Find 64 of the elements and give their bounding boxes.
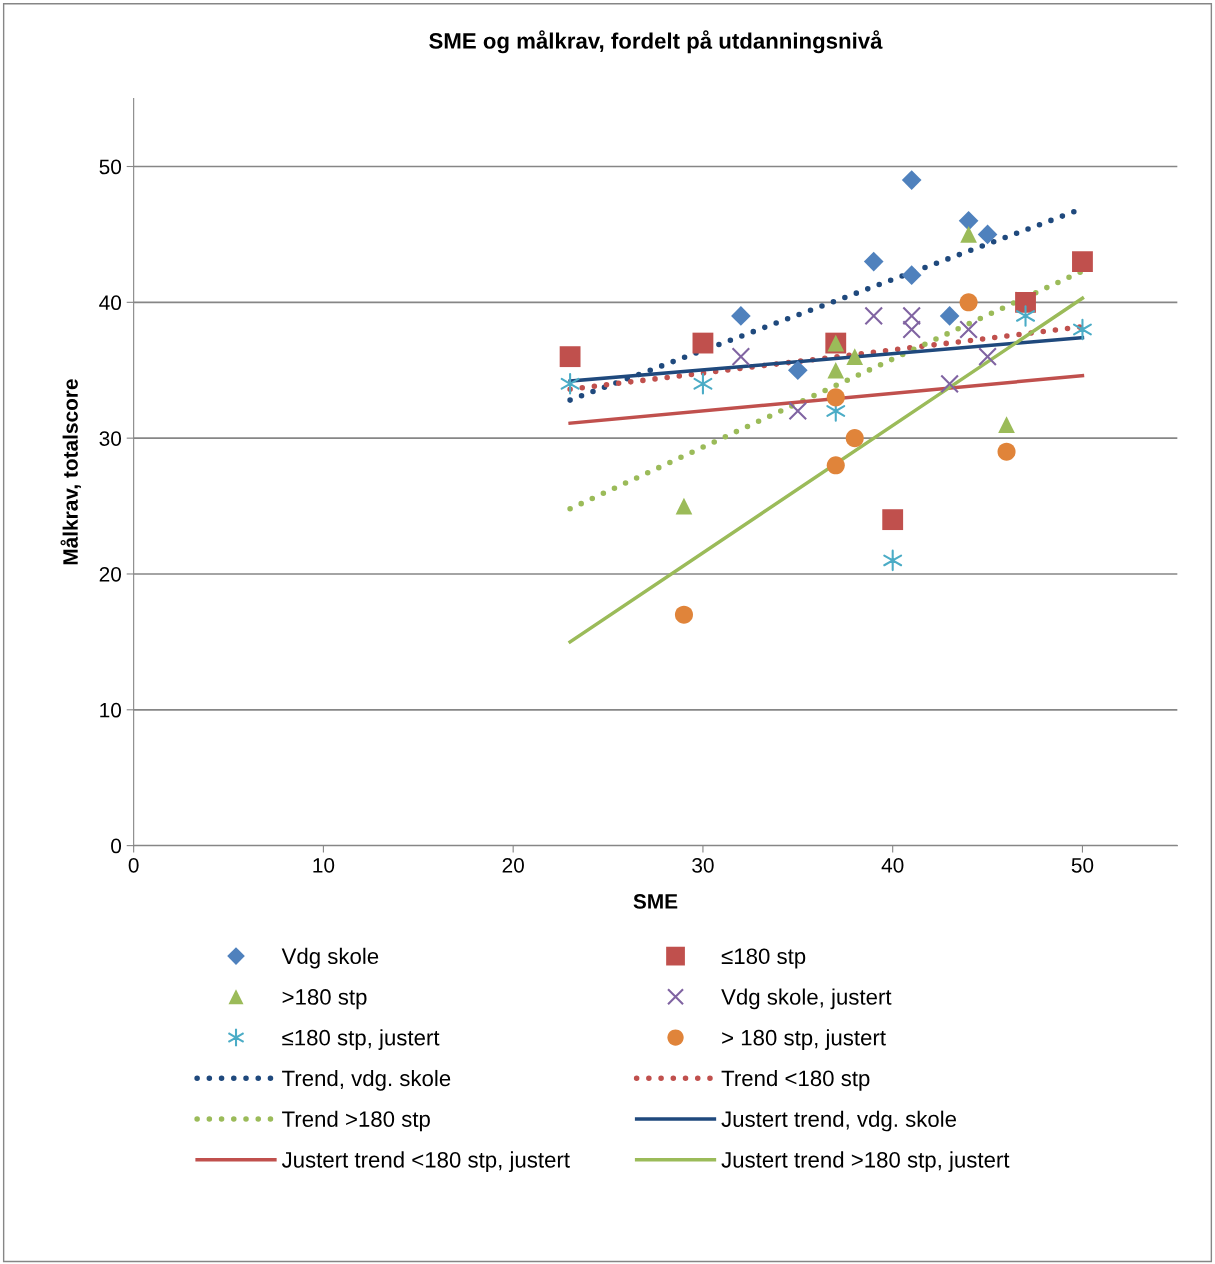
- legend-label: Justert trend, vdg. skole: [721, 1110, 957, 1132]
- point: [675, 497, 693, 515]
- point: [731, 306, 751, 326]
- point: [826, 456, 845, 475]
- point: [902, 306, 922, 326]
- point: [1016, 305, 1035, 327]
- x-tick-label: 10: [313, 857, 335, 873]
- point: [788, 401, 808, 421]
- point: [787, 360, 808, 381]
- x-tick-label: 40: [881, 857, 904, 873]
- legend-label: Trend >180 stp: [282, 1110, 430, 1132]
- point: [901, 265, 922, 285]
- point: [997, 442, 1016, 461]
- point: [901, 170, 922, 190]
- legend-label: ≤180 stp, justert: [282, 1029, 440, 1050]
- chart-title: SME og målkrav, fordelt på utdanningsnivå: [429, 30, 883, 54]
- point: [883, 549, 903, 572]
- point: [959, 293, 978, 312]
- y-tick-label: 30: [99, 431, 122, 446]
- point: [863, 251, 884, 272]
- point: [1072, 251, 1093, 272]
- point: [845, 429, 864, 448]
- point: [826, 388, 845, 407]
- point: [674, 605, 693, 624]
- point: [940, 374, 959, 394]
- legend-label: Trend <180 stp: [721, 1069, 870, 1091]
- legend-label: Vdg skole: [281, 947, 379, 969]
- point: [560, 373, 580, 395]
- point: [864, 306, 884, 326]
- y-tick-label: 0: [111, 838, 122, 854]
- point: [959, 320, 978, 339]
- point: [882, 509, 904, 531]
- legend-label: Justert trend >180 stp, justert: [721, 1151, 1010, 1173]
- y-tick-label: 50: [99, 159, 122, 175]
- point: [559, 346, 581, 368]
- point: [692, 332, 714, 354]
- point: [960, 226, 977, 243]
- x-axis-title: SME: [633, 894, 678, 909]
- point: [1015, 291, 1036, 313]
- legend-label: Vdg skole, justert: [721, 988, 892, 1010]
- point: [977, 224, 998, 245]
- point: [939, 306, 960, 326]
- legend-label: > 180 stp, justert: [722, 1029, 886, 1050]
- legend-label: Trend, vdg. skole: [282, 1069, 451, 1091]
- x-tick-label: 0: [128, 857, 139, 873]
- point: [902, 320, 922, 339]
- point: [827, 361, 845, 379]
- point: [978, 347, 997, 367]
- point: [958, 211, 979, 231]
- point: [731, 347, 751, 367]
- x-tick-label: 30: [692, 857, 714, 873]
- legend-label: ≤180 stp: [721, 948, 806, 969]
- x-tick-label: 50: [1071, 857, 1094, 873]
- x-tick-label: 20: [502, 857, 524, 873]
- legend-label: >180 stp: [282, 989, 367, 1010]
- point: [1072, 318, 1092, 341]
- y-axis-title: Målkrav, totalscore: [60, 379, 81, 565]
- legend-label: Justert trend <180 stp, justert: [281, 1151, 570, 1173]
- point: [693, 373, 713, 395]
- y-tick-label: 20: [99, 566, 122, 582]
- point: [846, 348, 864, 365]
- y-tick-label: 40: [99, 295, 122, 311]
- y-tick-label: 10: [100, 702, 122, 718]
- point: [998, 416, 1015, 433]
